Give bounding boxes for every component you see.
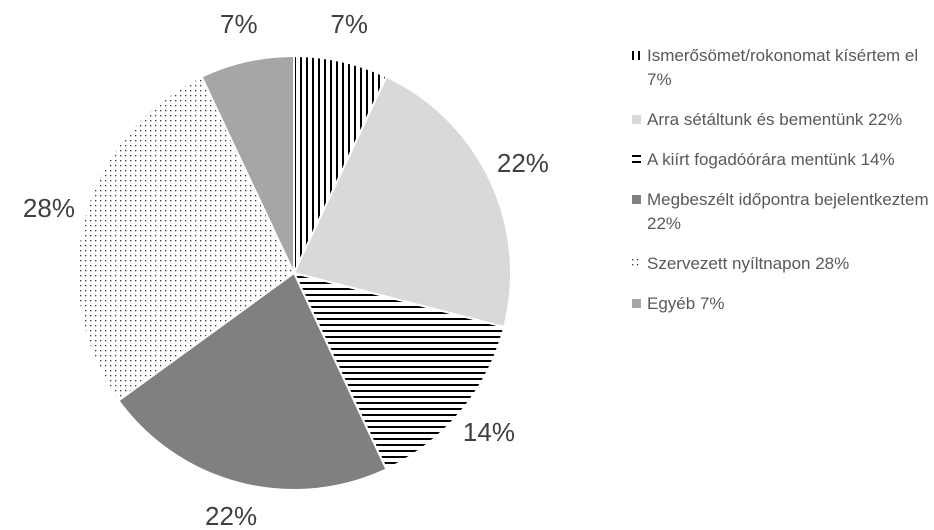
legend-swatch: [632, 259, 641, 268]
legend-swatch: [632, 155, 641, 164]
data-label: 22%: [205, 501, 257, 530]
legend-swatch-fill: [632, 259, 641, 268]
legend-label: Ismerősömet/rokonomat kísértem el 7%: [647, 46, 919, 89]
pie-slice: [292, 75, 512, 329]
legend-label: Szervezett nyíltnapon 28%: [647, 254, 850, 273]
legend-swatch: [632, 299, 641, 308]
legend-item: Szervezett nyíltnapon 28%: [632, 252, 932, 276]
legend-item: A kiírt fogadóórára mentünk 14%: [632, 148, 932, 172]
legend-item: Megbeszélt időpontra bejelentkeztem 22%: [632, 188, 932, 236]
legend-swatch-fill: [632, 155, 641, 164]
legend-swatch-fill: [632, 51, 641, 60]
legend-swatch: [632, 51, 641, 60]
legend-swatch-fill: [632, 115, 641, 124]
legend-label: A kiírt fogadóórára mentünk 14%: [647, 150, 895, 169]
data-label: 7%: [220, 9, 258, 39]
pie-slice: [200, 54, 295, 274]
legend-label: Arra sétáltunk és bementünk 22%: [647, 110, 903, 129]
legend-item: Egyéb 7%: [632, 292, 932, 316]
legend-item: Ismerősömet/rokonomat kísértem el 7%: [632, 44, 932, 92]
data-label: 22%: [497, 148, 549, 178]
data-label: 7%: [330, 9, 368, 39]
legend-label: Egyéb 7%: [647, 294, 725, 313]
pie-slice: [76, 75, 296, 402]
legend-label: Megbeszélt időpontra bejelentkeztem 22%: [647, 190, 929, 233]
data-label: 14%: [463, 417, 515, 447]
pie-slice: [292, 271, 506, 471]
legend-item: Arra sétáltunk és bementünk 22%: [632, 108, 932, 132]
legend-swatch-fill: [632, 195, 641, 204]
data-label: 28%: [23, 193, 75, 223]
legend-swatch-fill: [632, 299, 641, 308]
pie-slice: [117, 271, 388, 491]
legend: Ismerősömet/rokonomat kísértem el 7% Arr…: [632, 44, 932, 332]
legend-swatch: [632, 195, 641, 204]
legend-swatch: [632, 115, 641, 124]
